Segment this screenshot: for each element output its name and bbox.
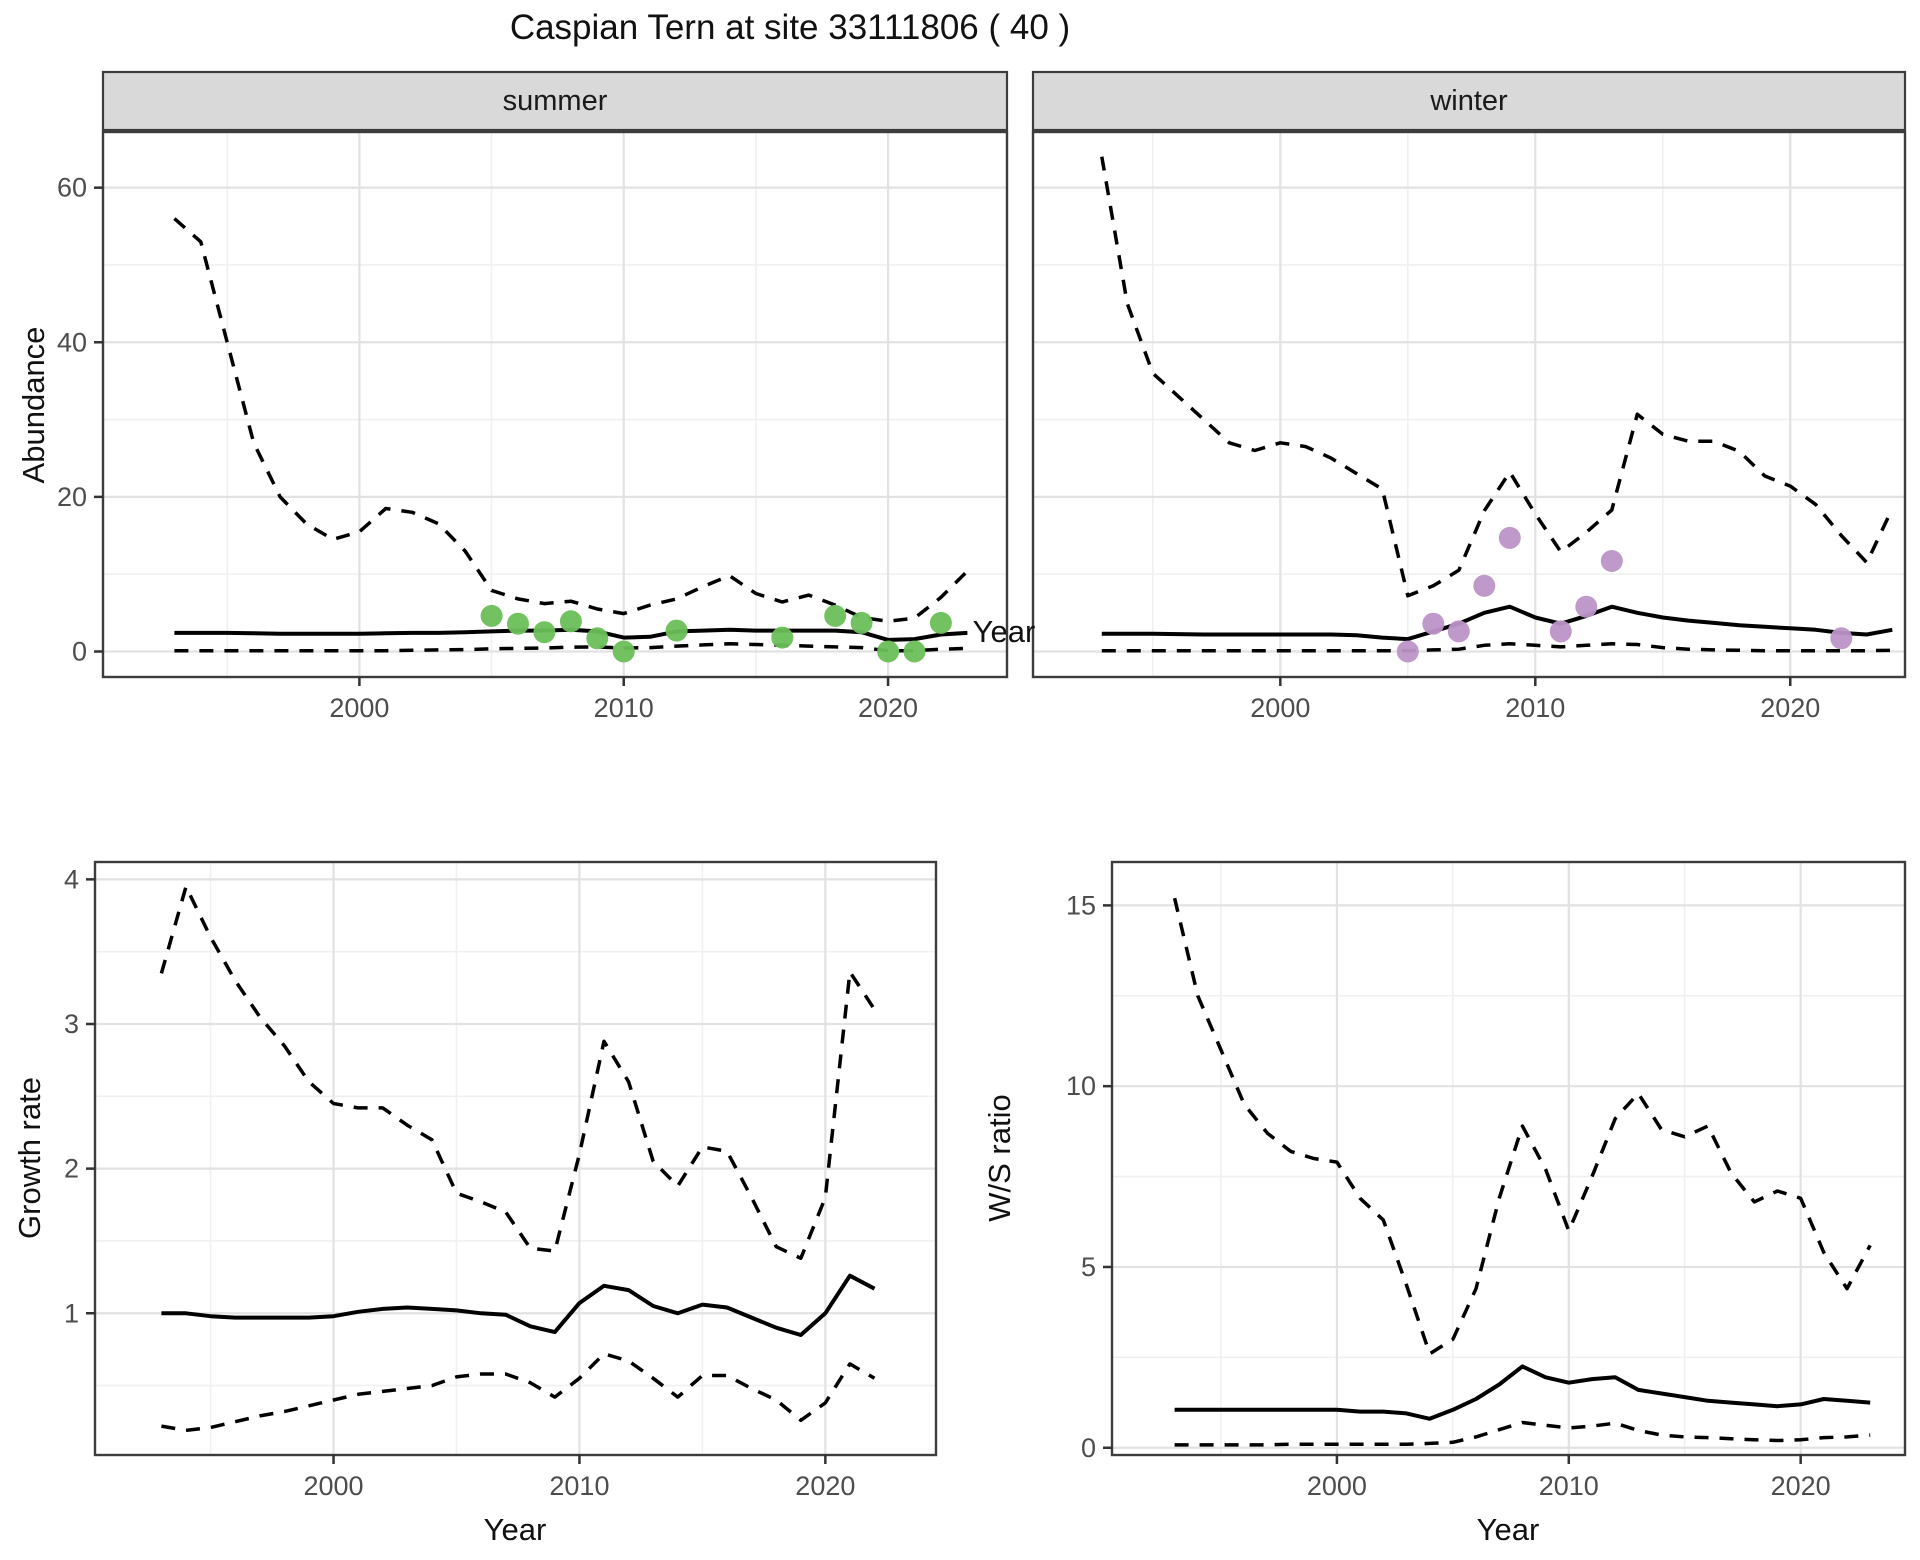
x-tick-label: 2010: [594, 693, 654, 723]
observed-summer-abundance: [929, 611, 952, 634]
x-tick-label: 2000: [1307, 1471, 1367, 1501]
y-tick-label: 1: [64, 1298, 79, 1328]
x-tick-label: 2000: [329, 693, 389, 723]
y-axis-title-ws-ratio: W/S ratio: [982, 1094, 1017, 1222]
observed-summer-abundance: [877, 640, 900, 663]
observed-summer-abundance: [850, 611, 873, 634]
x-tick-label: 2010: [1539, 1471, 1599, 1501]
x-tick-label: 2000: [303, 1471, 363, 1501]
ci-upper-line: [159, 884, 876, 1261]
y-tick-label: 15: [1066, 890, 1096, 920]
x-axis-title-year-bottom-left: Year: [483, 1512, 547, 1547]
observed-summer-abundance: [480, 604, 503, 627]
x-axis-title-year-bottom-right: Year: [1476, 1512, 1540, 1547]
x-tick-label: 2020: [858, 693, 918, 723]
ci-upper-line: [1100, 156, 1894, 598]
x-tick-label: 2020: [1760, 693, 1820, 723]
median-line: [161, 1273, 876, 1337]
panel-background: [1033, 132, 1905, 677]
x-tick-label: 2000: [1250, 693, 1310, 723]
facet-strip: [1031, 70, 1907, 132]
y-tick-label: 40: [57, 327, 87, 357]
observed-summer-abundance: [665, 619, 688, 642]
y-tick-label: 10: [1066, 1071, 1096, 1101]
median-line: [1174, 1364, 1871, 1421]
facet-strip-summer: summer: [502, 85, 608, 117]
y-tick-label: 60: [57, 173, 87, 203]
observed-winter-abundance: [1473, 574, 1496, 597]
observed-summer-abundance: [771, 626, 794, 649]
x-tick-label: 2020: [1771, 1471, 1831, 1501]
observed-winter-abundance: [1422, 612, 1445, 635]
observed-summer-abundance: [559, 610, 582, 633]
x-tick-label: 2020: [795, 1471, 855, 1501]
observed-summer-abundance: [586, 627, 609, 650]
observed-summer-abundance: [903, 640, 926, 663]
panel-border: [1031, 130, 1907, 679]
x-axis-title-year-top: Year: [972, 614, 1036, 649]
observed-summer-abundance: [612, 640, 635, 663]
panel-background: [1112, 862, 1905, 1455]
panel-winter-abundance: 2000 2010 2020: [1031, 70, 1907, 723]
panel-growth-rate: 2000 2010 2020 1 2 3 4: [64, 860, 938, 1501]
panel-ws-ratio: 2000 2010 2020 0 5 10 15: [1066, 860, 1907, 1501]
observed-summer-abundance: [507, 612, 529, 635]
y-tick-label: 0: [72, 636, 87, 666]
observed-summer-abundance: [824, 604, 847, 627]
panel-border: [1110, 860, 1907, 1457]
panel-border: [93, 860, 938, 1457]
panel-summer-abundance: 2000 2010 2020 0 20 40 60: [57, 70, 1009, 723]
observed-winter-abundance: [1447, 620, 1470, 643]
observed-summer-abundance: [533, 621, 556, 644]
observed-winter-abundance: [1396, 640, 1419, 663]
y-axis-title-growth-rate: Growth rate: [12, 1077, 47, 1239]
facet-strip-winter: winter: [1430, 85, 1508, 117]
x-tick-label: 2010: [1505, 693, 1565, 723]
panel-background: [95, 862, 936, 1455]
y-tick-label: 4: [64, 864, 79, 894]
y-axis-title-abundance: Abundance: [16, 326, 51, 484]
y-tick-label: 0: [1081, 1433, 1096, 1463]
ci-lower-line: [174, 642, 968, 653]
observed-winter-abundance: [1549, 620, 1572, 643]
chart-title: Caspian Tern at site 33111806 ( 40 ): [509, 8, 1071, 47]
ci-lower-line: [1101, 642, 1893, 653]
observed-winter-abundance: [1600, 550, 1623, 572]
y-tick-label: 5: [1081, 1252, 1096, 1282]
y-tick-label: 2: [64, 1154, 79, 1184]
panel-background: [103, 132, 1007, 677]
observed-winter-abundance: [1498, 526, 1521, 549]
panel-border: [101, 130, 1009, 679]
ci-lower-line: [161, 1352, 876, 1433]
y-tick-label: 20: [57, 482, 87, 512]
x-tick-label: 2010: [549, 1471, 609, 1501]
ci-lower-line: [1174, 1420, 1871, 1447]
observed-winter-abundance: [1830, 627, 1853, 650]
facet-strip: [101, 70, 1009, 132]
median-line: [1101, 604, 1893, 642]
y-tick-label: 3: [64, 1009, 79, 1039]
ci-upper-line: [1172, 897, 1872, 1356]
observed-winter-abundance: [1575, 595, 1598, 618]
